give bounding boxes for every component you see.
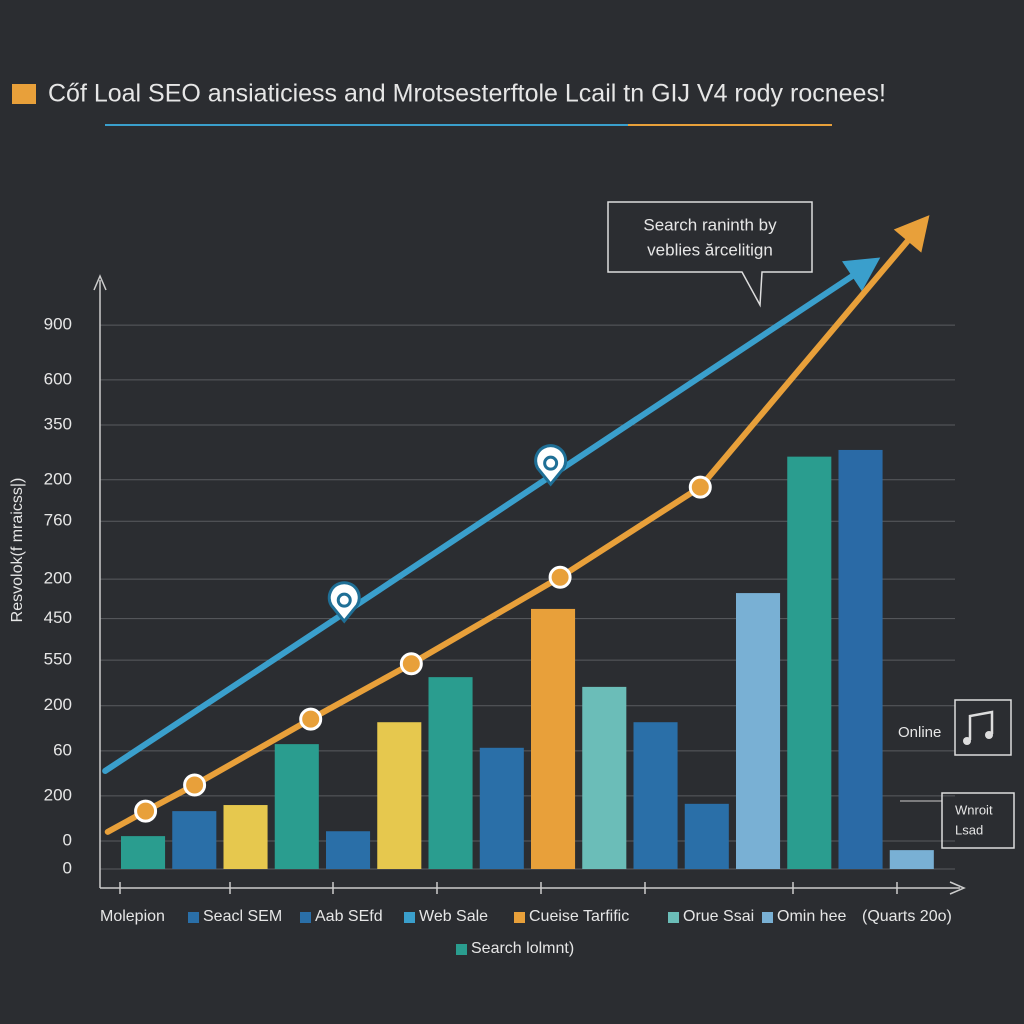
bar [787, 456, 832, 869]
dot-marker [548, 565, 572, 589]
bar [736, 593, 781, 869]
legend-swatch [668, 912, 679, 923]
dot-marker [134, 799, 158, 823]
music-icon [985, 731, 993, 739]
y-tick-label: 200 [44, 695, 72, 714]
legend-label: Web Sale [419, 908, 488, 925]
pin-dot [336, 592, 352, 608]
y-tick-label: 200 [44, 569, 72, 588]
bar [633, 722, 678, 869]
side-label: Online [898, 724, 941, 741]
y-tick-label: 0 [63, 830, 72, 849]
legend-label: Seacl SEM [203, 908, 282, 925]
bar [531, 608, 576, 869]
y-tick-label: 200 [44, 785, 72, 804]
annotation: Search raninth by [643, 215, 777, 234]
bar [274, 744, 319, 869]
legend-swatch [762, 912, 773, 923]
dot-marker [183, 773, 207, 797]
legend-label: Aab SEfd [315, 908, 383, 925]
bar [428, 677, 473, 869]
legend-swatch [404, 912, 415, 923]
legend-label: Omin hee [777, 908, 846, 925]
legend: Molepion Seacl SEM Aab SEfd Web Sale Cueise … [100, 908, 952, 957]
bar [172, 811, 217, 869]
annotation-box [607, 201, 813, 308]
bar [377, 722, 422, 869]
bar [582, 686, 627, 869]
y-tick-label: 450 [44, 608, 72, 627]
bar [223, 805, 268, 869]
arrow-head [893, 215, 930, 253]
legend-swatch [456, 944, 467, 955]
bar [838, 449, 883, 869]
y-tick-label: 200 [44, 469, 72, 488]
annotation: veblies ărcelitign [647, 240, 773, 259]
bar [889, 850, 934, 869]
x-axis-arrow [949, 881, 966, 895]
legend-label: Cueise Tarfific [529, 908, 629, 925]
bar [121, 836, 166, 869]
y-tick-label: 350 [44, 414, 72, 433]
y-tick-label: 0 [63, 858, 72, 877]
side-label: Lsad [955, 822, 983, 837]
marks [102, 215, 934, 869]
line [102, 266, 865, 774]
y-tick-label: 900 [44, 315, 72, 334]
note-box [941, 792, 1015, 849]
music-icon [968, 710, 994, 740]
legend-swatch [188, 912, 199, 923]
legend-label: (Quarts 20o) [862, 908, 952, 925]
y-axis-label: Resvolok(f mraicss|) [9, 478, 26, 623]
bar [684, 803, 729, 869]
legend-label: Molepion [100, 908, 165, 925]
legend-label: Orue Ssai [683, 908, 754, 925]
title-square [12, 84, 36, 104]
y-tick-label: 760 [44, 511, 72, 530]
dot-marker [688, 475, 712, 499]
bar [479, 747, 524, 869]
y-tick-label: 600 [44, 369, 72, 388]
y-tick-label: 550 [44, 650, 72, 669]
y-axis-arrow [93, 274, 107, 291]
side-label: Wnroit [955, 802, 993, 817]
arrow-head [842, 257, 881, 292]
pin-dot [543, 455, 559, 471]
legend-swatch [300, 912, 311, 923]
dot-marker [399, 652, 423, 676]
chart-title: Cőf Loal SEO ansiaticiess and Mrotsester… [48, 80, 886, 108]
legend-swatch [514, 912, 525, 923]
icon-box [954, 699, 1012, 756]
legend-label: Search lolmnt) [471, 940, 574, 957]
y-tick-label: 60 [53, 740, 72, 759]
music-icon [963, 737, 971, 745]
bar [326, 831, 371, 869]
dot-marker [299, 707, 323, 731]
